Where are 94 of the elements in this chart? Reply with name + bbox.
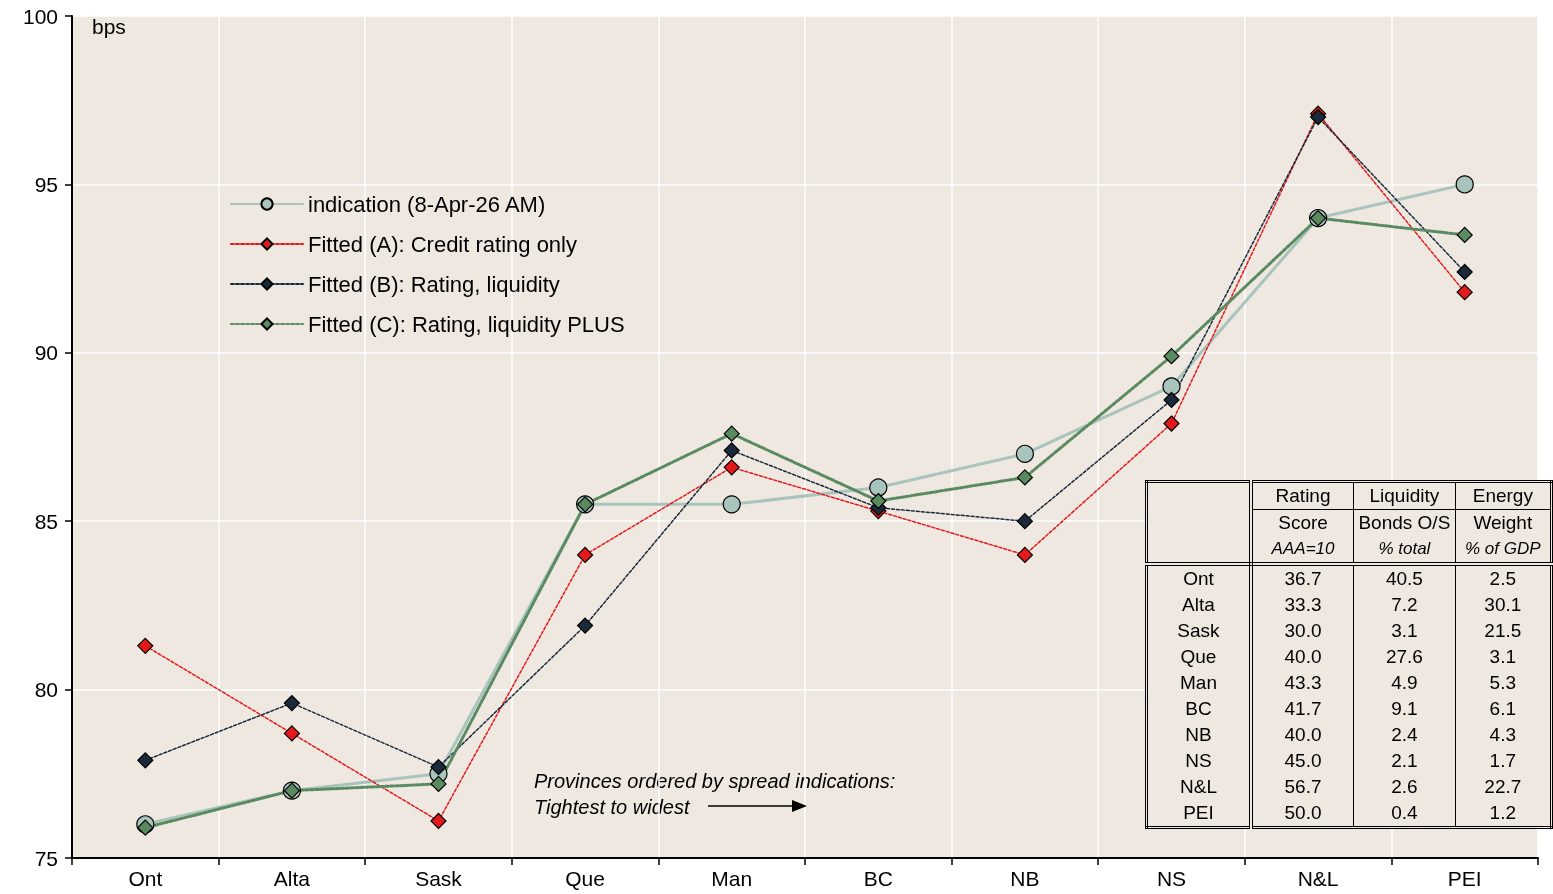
category-label: PEI <box>1183 802 1214 823</box>
text: 33.3 <box>1284 594 1322 615</box>
point <box>430 758 447 776</box>
text: 40.5 <box>1385 568 1423 589</box>
point <box>1163 391 1180 409</box>
point <box>1456 263 1473 281</box>
category-label: Ont <box>1183 568 1214 589</box>
category-label: Rating Score AAA=10 <box>1271 485 1335 558</box>
point <box>430 775 447 792</box>
text: 3.1 <box>1391 620 1418 641</box>
text: 4.9 <box>1391 672 1418 693</box>
category-label: BC <box>1185 698 1212 719</box>
y-tick-label: 75 <box>34 846 58 870</box>
x-tick-label: N&L <box>1297 867 1339 890</box>
text: 56.7 <box>1284 776 1322 797</box>
x-tick-label: Que <box>565 867 605 890</box>
text: 4.3 <box>1489 724 1517 745</box>
category-label: Energy Weight % of GDP <box>1465 485 1541 558</box>
point <box>283 725 300 742</box>
y-tick-label: 100 <box>22 4 58 28</box>
point <box>1016 546 1033 563</box>
legend-label: Fitted (C): Rating, liquidity PLUS <box>308 311 625 337</box>
text: 45.0 <box>1284 750 1322 771</box>
point <box>1456 284 1473 301</box>
x-tick-label: Ont <box>128 867 163 890</box>
legend-label: Fitted (A): Credit rating only <box>308 231 577 257</box>
text: 36.7 <box>1284 568 1322 589</box>
point <box>723 459 740 476</box>
text: 1.2 <box>1489 802 1517 823</box>
category-label: NB <box>1185 724 1212 745</box>
point <box>137 752 154 769</box>
point <box>1016 513 1033 530</box>
point <box>430 812 447 830</box>
point <box>1310 108 1327 126</box>
text: 22.7 <box>1484 776 1522 797</box>
y-tick-label: 80 <box>34 678 58 702</box>
text: 0.4 <box>1391 802 1418 823</box>
point <box>1163 348 1180 365</box>
point <box>577 617 594 634</box>
point <box>723 425 740 442</box>
text: 5.3 <box>1489 672 1517 693</box>
text: 30.0 <box>1284 620 1322 641</box>
text: 3.1 <box>1489 646 1517 667</box>
text: 6.1 <box>1489 698 1517 719</box>
point <box>1163 415 1180 432</box>
point <box>1455 175 1474 194</box>
y-tick-label: 85 <box>34 509 58 533</box>
category-label: Man <box>1180 672 1217 693</box>
category-label: N&L <box>1180 776 1217 797</box>
category-label: Que <box>1180 646 1217 667</box>
point <box>283 694 300 712</box>
x-tick-label: PEI <box>1447 867 1482 890</box>
x-tick-label: NB <box>1010 867 1040 890</box>
point <box>1162 377 1181 396</box>
text: 2.4 <box>1391 724 1418 745</box>
category-label: NS <box>1185 750 1212 771</box>
point <box>1016 469 1033 486</box>
text: 27.6 <box>1385 646 1423 667</box>
point <box>1015 444 1034 463</box>
y-tick-label: 90 <box>34 341 58 365</box>
point <box>870 492 887 510</box>
x-tick-label: Man <box>711 867 753 890</box>
x-tick-label: Sask <box>415 867 463 890</box>
x-tick-label: BC <box>863 867 893 890</box>
text: 41.7 <box>1284 698 1322 719</box>
y-tick-label: 95 <box>34 172 58 196</box>
x-tick-label: NS <box>1156 867 1187 890</box>
y-axis-title: bps <box>92 15 126 38</box>
annotation: Provinces ordered by spread indications: Tightest to widest <box>534 770 896 818</box>
point <box>723 442 740 459</box>
point <box>869 478 888 497</box>
text: 2.1 <box>1391 750 1418 771</box>
point <box>722 495 741 514</box>
text: 21.5 <box>1484 620 1522 641</box>
category-label: Liquidity Bonds O/S % total <box>1358 485 1451 558</box>
point <box>1456 226 1473 244</box>
text: 40.0 <box>1284 646 1322 667</box>
text: 50.0 <box>1284 802 1322 823</box>
x-tick-label: Alta <box>273 867 311 890</box>
category-label: Alta <box>1182 594 1215 615</box>
text: 9.1 <box>1391 698 1418 719</box>
text: 40.0 <box>1284 724 1322 745</box>
text: 2.5 <box>1489 568 1517 589</box>
legend-label: Fitted (B): Rating, liquidity <box>308 271 560 297</box>
category-label: Sask <box>1177 620 1220 641</box>
legend-label: indication (8-Apr-26 AM) <box>308 191 546 217</box>
point <box>577 546 594 563</box>
text: 43.3 <box>1284 672 1322 693</box>
text: 2.6 <box>1391 776 1418 797</box>
text: 7.2 <box>1391 594 1418 615</box>
text: 1.7 <box>1489 750 1517 771</box>
point <box>137 637 154 654</box>
point <box>137 819 154 836</box>
text: 30.1 <box>1484 594 1522 615</box>
